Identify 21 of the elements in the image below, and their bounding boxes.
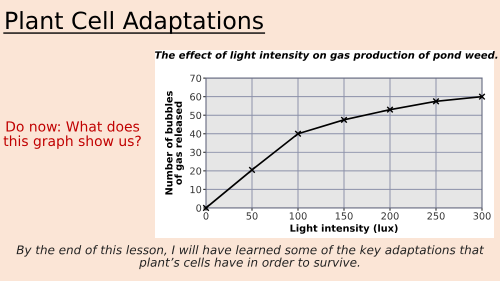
chart-title: The effect of light intensity on gas production of pond weed. [154, 51, 498, 61]
y-tick-label: 30 [190, 148, 202, 156]
x-tick-label: 0 [204, 212, 208, 220]
text: Plant Cell Adaptations [6, 11, 263, 34]
y-tick-label: 10 [190, 186, 202, 194]
x-tick-label: 300 [473, 212, 491, 220]
y-tick-label: 70 [190, 74, 202, 82]
y-tick-label: 60 [190, 93, 202, 100]
text: By the end of this lesson, I will have learned some of the key adaptations that plant’s cells have in order to survive. [16, 245, 484, 270]
y-tick-label: 20 [190, 167, 202, 175]
x-tick-label: 50 [246, 212, 258, 220]
text: Do now: What does this graph show us? [4, 120, 141, 149]
x-tick-label: 250 [427, 212, 445, 220]
x-axis-title: Light intensity (lux) [290, 224, 398, 234]
y-tick-label: 40 [190, 130, 202, 138]
y-tick-label: 0 [196, 204, 202, 212]
y-axis-title: Number of bubbles of gas released [165, 91, 184, 194]
y-tick-label: 50 [190, 112, 202, 120]
x-tick-label: 200 [381, 212, 399, 220]
x-tick-label: 100 [290, 212, 307, 220]
x-tick-label: 150 [336, 212, 353, 220]
